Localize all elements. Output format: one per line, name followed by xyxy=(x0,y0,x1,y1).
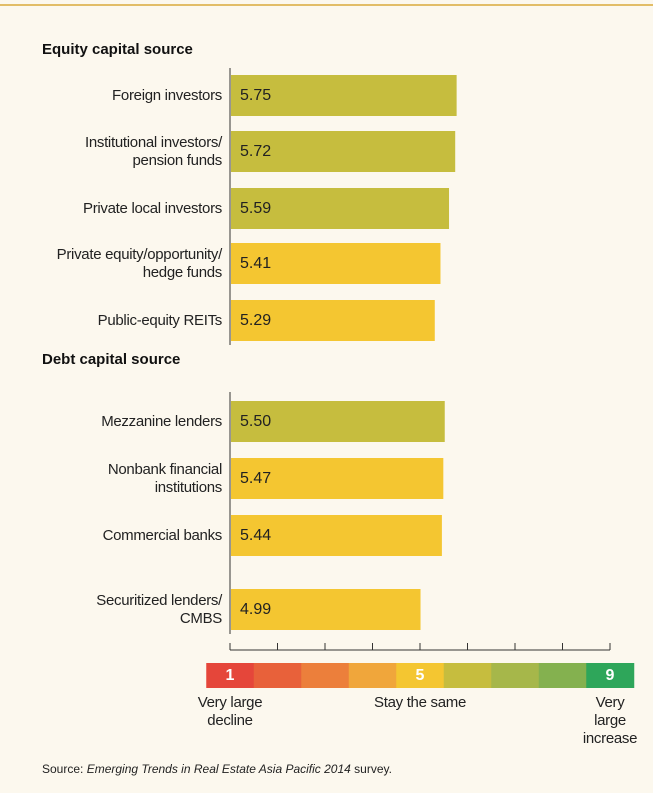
scale-caption: Very large increase xyxy=(582,694,638,747)
source-prefix: Source: xyxy=(42,762,87,776)
value-label: 5.59 xyxy=(240,199,272,217)
source-title: Emerging Trends in Real Estate Asia Paci… xyxy=(86,762,351,776)
scale-label: 5 xyxy=(415,667,425,684)
bar xyxy=(231,188,450,229)
scale-segment xyxy=(396,663,445,688)
category-label: Commercial banks xyxy=(102,526,223,544)
category-label: Foreign investors xyxy=(112,86,222,104)
group-title: Debt capital source xyxy=(42,351,181,368)
category-label: Mezzanine lenders xyxy=(101,412,222,430)
value-label: 5.50 xyxy=(240,412,272,430)
value-label: 5.72 xyxy=(240,142,272,160)
scale-segment xyxy=(443,663,492,688)
scale-caption: Very large decline xyxy=(197,694,263,729)
scale-caption: Stay the same xyxy=(374,694,466,711)
bar xyxy=(231,458,444,499)
scale-segment xyxy=(253,663,302,688)
bar xyxy=(231,515,442,556)
scale-segment xyxy=(206,663,255,688)
category-label: Private local investors xyxy=(83,199,222,217)
group-title: Equity capital source xyxy=(42,41,193,58)
value-label: 5.75 xyxy=(240,86,272,104)
source-suffix: survey. xyxy=(350,762,392,776)
category-label: Institutional investors/ pension funds xyxy=(84,133,222,169)
category-label: Nonbank financial institutions xyxy=(107,460,222,496)
bar xyxy=(231,300,435,341)
bar xyxy=(231,75,457,116)
scale-segment xyxy=(538,663,587,688)
value-label: 5.41 xyxy=(240,254,272,272)
value-label: 5.29 xyxy=(240,311,272,329)
bar xyxy=(231,401,445,442)
bar xyxy=(231,131,456,172)
scale-label: 1 xyxy=(225,667,235,684)
bar xyxy=(231,243,441,284)
bar xyxy=(231,589,421,630)
scale-label: 9 xyxy=(605,667,615,684)
scale-segment xyxy=(491,663,540,688)
value-label: 5.47 xyxy=(240,469,272,487)
scale-segment xyxy=(586,663,635,688)
category-label: Private equity/opportunity/ hedge funds xyxy=(56,245,223,281)
value-label: 4.99 xyxy=(240,600,272,618)
scale-segment xyxy=(301,663,350,688)
scale-segment xyxy=(348,663,397,688)
value-label: 5.44 xyxy=(240,526,272,544)
category-label: Securitized lenders/ CMBS xyxy=(96,591,222,627)
source: Source: Emerging Trends in Real Estate A… xyxy=(42,762,392,776)
category-label: Public-equity REITs xyxy=(97,311,223,329)
